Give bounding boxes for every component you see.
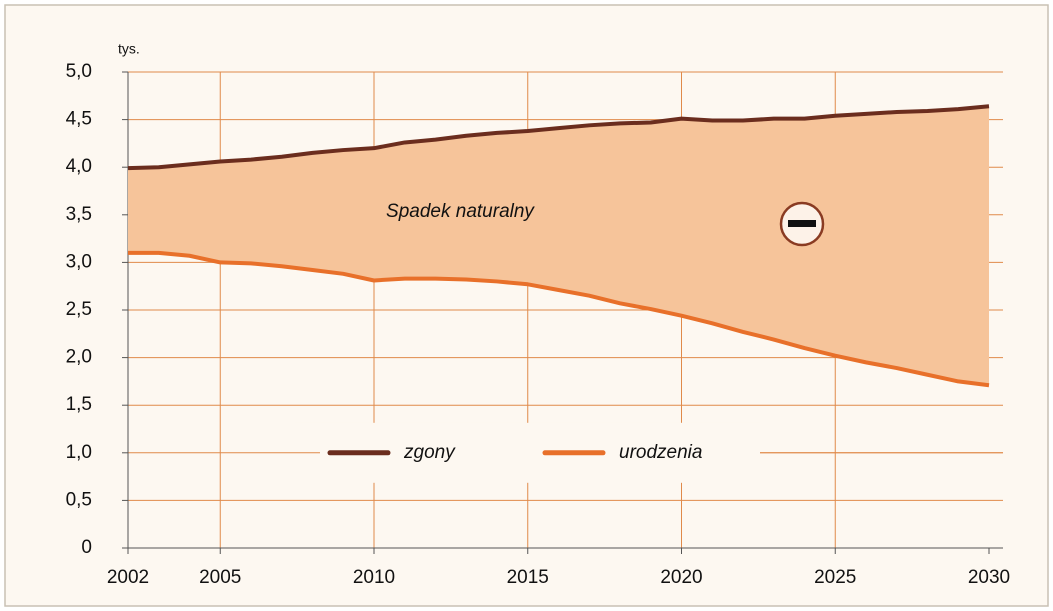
legend: zgony urodzenia (295, 422, 1003, 483)
icon-dash (788, 220, 816, 227)
y-tick-label: 3,5 (66, 204, 92, 225)
legend-label: urodzenia (619, 442, 702, 463)
legend-label: zgony (403, 442, 456, 463)
y-tick-label: 1,0 (66, 442, 92, 463)
y-unit-label: tys. (118, 41, 140, 57)
x-tick-label: 2002 (107, 567, 149, 588)
x-tick-label: 2020 (660, 567, 702, 588)
x-tick-label: 2015 (507, 567, 549, 588)
x-tick-label: 2025 (814, 567, 856, 588)
area-between (128, 106, 989, 386)
y-tick-label: 1,5 (66, 394, 92, 415)
y-tick-label: 4,0 (66, 156, 92, 177)
y-tick-label: 0,5 (66, 489, 92, 510)
x-tick-label: 2030 (968, 567, 1010, 588)
annotation: Spadek naturalny (386, 201, 535, 222)
series-line (127, 104, 990, 171)
y-tick-label: 2,0 (66, 347, 92, 368)
y-tick-label: 3,0 (66, 251, 92, 272)
plot (127, 104, 990, 388)
x-tick-label: 2010 (353, 567, 395, 588)
y-tick-label: 2,5 (66, 299, 92, 320)
minus-icon (779, 201, 825, 247)
y-tick-label: 0 (81, 537, 92, 558)
y-tick-label: 4,5 (66, 109, 92, 130)
x-tick-label: 2005 (199, 567, 241, 588)
series-line (128, 250, 990, 388)
y-tick-label: 5,0 (66, 61, 92, 82)
